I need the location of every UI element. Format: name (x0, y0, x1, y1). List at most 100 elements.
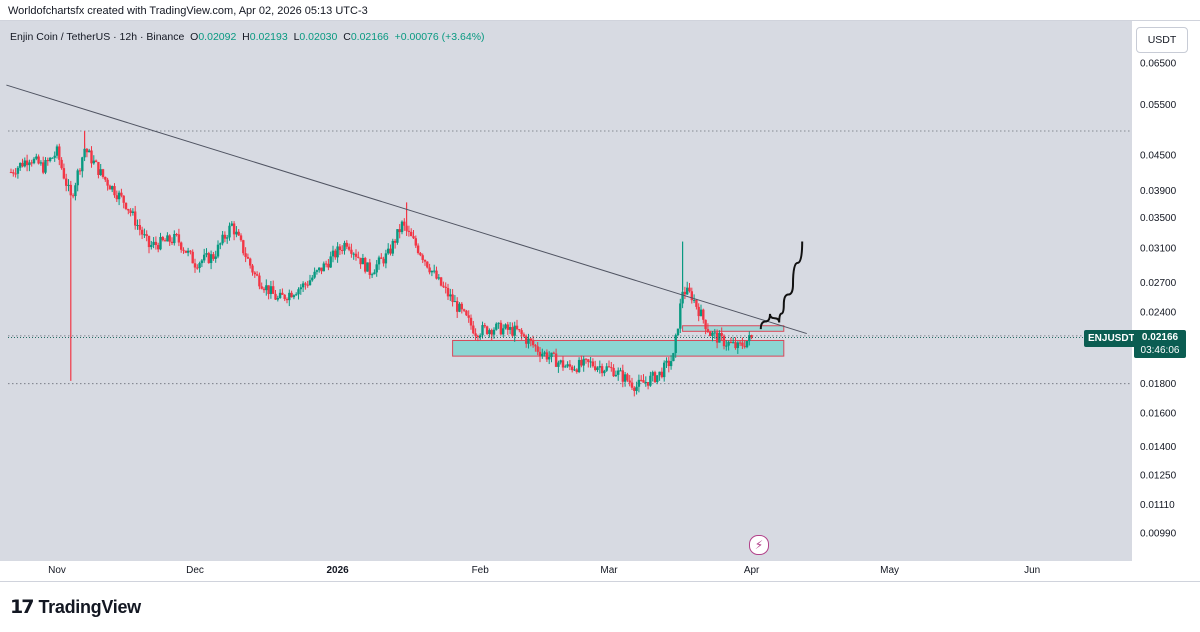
candle-body (525, 336, 528, 344)
candle-body (619, 370, 622, 372)
price-tick-label: 0.03500 (1140, 213, 1177, 224)
candle-body (651, 372, 654, 376)
candle-body (308, 280, 312, 286)
candle-body (591, 361, 595, 367)
legend-high-label: H (242, 31, 250, 43)
candle-body (175, 234, 178, 236)
candle-body (161, 236, 164, 241)
candle-body (255, 274, 259, 276)
time-tick-label: 2026 (326, 565, 349, 576)
candle-body (513, 325, 516, 336)
candle-body (582, 358, 585, 366)
candle-body (212, 254, 215, 259)
time-tick-label: Nov (48, 565, 66, 576)
price-tick-label: 0.01250 (1140, 470, 1177, 481)
candle-body (30, 162, 33, 164)
candle-body (191, 251, 194, 264)
candle-body (58, 146, 61, 160)
candle-body (117, 192, 121, 200)
candle-body (720, 333, 723, 336)
time-axis-background (0, 561, 1132, 581)
plot-background (0, 21, 1132, 561)
candle-body (226, 237, 229, 239)
candle-body (301, 283, 305, 288)
price-tick-label: 0.04500 (1140, 150, 1177, 161)
time-tick-label: Jun (1024, 565, 1040, 576)
time-tick-label: Dec (186, 565, 204, 576)
candle-body (382, 258, 385, 264)
price-tick-label: 0.02700 (1140, 278, 1177, 289)
candle-body (51, 157, 54, 159)
candle-body (534, 345, 537, 347)
candle-body (635, 386, 638, 391)
tradingview-logo[interactable]: 17 TradingView (10, 596, 141, 618)
candle-body (306, 284, 309, 286)
candle-body (476, 335, 480, 338)
candle-body (667, 360, 670, 367)
price-chart[interactable]: 0.06500 0.05500 0.04500 0.03900 0.03500 0.031… (0, 21, 1200, 581)
candle-body (449, 294, 452, 297)
candle-body (154, 241, 158, 246)
candle-body (166, 235, 169, 242)
descending-trendline (6, 84, 807, 335)
candle-body (621, 370, 624, 382)
legend-high-value: 0.02193 (249, 31, 288, 43)
time-tick-label: Feb (472, 565, 490, 576)
candle-body (239, 235, 243, 241)
currency-button[interactable]: USDT (1136, 27, 1188, 53)
candle-body (554, 353, 558, 367)
legend-close-label: C (343, 31, 351, 43)
candle-body (140, 229, 144, 235)
candle-body (607, 366, 611, 368)
candle-body (483, 325, 486, 327)
candle-body (683, 291, 687, 295)
candle-body (485, 326, 489, 334)
candle-body (557, 362, 560, 367)
candle-body (350, 249, 353, 254)
price-axis-background (1132, 21, 1200, 561)
chart-panel[interactable]: 0.06500 0.05500 0.04500 0.03900 0.03500 0.031… (0, 20, 1200, 582)
candle-body (462, 309, 466, 311)
candle-body (561, 360, 565, 368)
candle-body (511, 327, 514, 336)
bolt-icon[interactable]: ⚡ (749, 535, 769, 555)
candle-body (400, 221, 404, 233)
candle-body (672, 353, 675, 362)
candle-body (83, 148, 86, 158)
candle-body (180, 242, 183, 250)
candle-body (458, 303, 461, 312)
candle-body (136, 225, 139, 227)
candle-body (345, 242, 348, 247)
candle-body (193, 263, 197, 268)
candle-body (644, 382, 647, 384)
candle-body (21, 162, 24, 167)
candle-body (690, 291, 693, 301)
candle-body (281, 292, 284, 295)
candle-body (203, 254, 206, 261)
candle-body (53, 155, 56, 158)
candle-body (157, 245, 160, 250)
candle-body (506, 324, 509, 330)
candle-body (251, 265, 254, 273)
candle-body (329, 256, 332, 268)
candle-body (99, 169, 102, 176)
price-tick-label: 0.01110 (1140, 500, 1175, 511)
candle-body (88, 150, 91, 153)
candle-body (223, 234, 227, 239)
candle-body (433, 270, 436, 272)
price-tick-label: 0.02400 (1140, 307, 1177, 318)
legend-low-value: 0.02030 (299, 31, 338, 43)
candle-body (474, 333, 477, 336)
candle-body (318, 267, 321, 271)
candle-body (527, 338, 530, 344)
candle-body (320, 267, 323, 272)
candle-body (290, 292, 293, 298)
candle-body (92, 160, 95, 164)
candle-body (435, 270, 438, 279)
candle-body (285, 299, 289, 301)
candle-body (497, 322, 500, 324)
candle-body (170, 241, 174, 244)
candle-body (711, 332, 714, 337)
candle-body (246, 256, 250, 259)
candle-body (426, 261, 429, 268)
